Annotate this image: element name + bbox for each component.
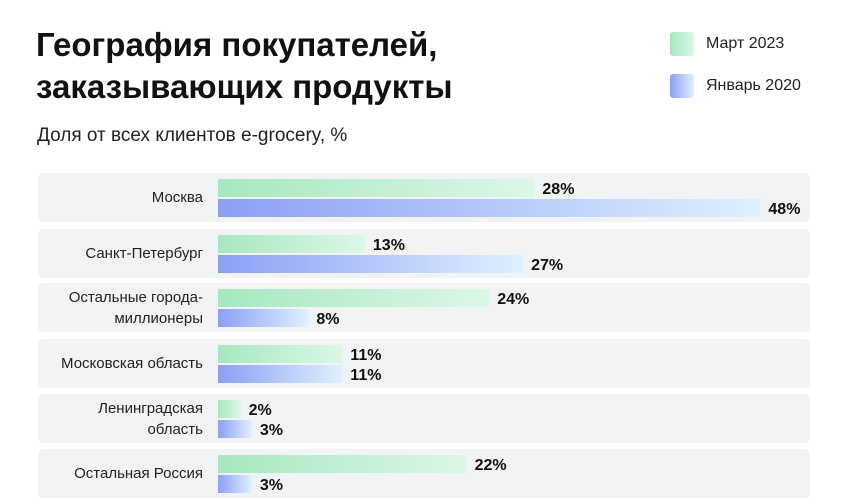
- bar: [218, 400, 241, 418]
- value-label: 48%: [768, 201, 800, 218]
- bar: [218, 235, 365, 253]
- bar: [218, 475, 252, 493]
- category-label: Москва: [151, 189, 203, 206]
- value-label: 22%: [475, 457, 507, 474]
- legend-swatch: [670, 32, 694, 56]
- value-label: 11%: [350, 367, 381, 384]
- chart-subtitle: Доля от всех клиентов e-grocery, %: [37, 125, 348, 146]
- legend-label: Март 2023: [706, 35, 785, 52]
- bar: [218, 345, 343, 363]
- bar: [218, 420, 252, 438]
- value-label: 27%: [531, 257, 563, 274]
- category-label: Санкт-Петербург: [85, 245, 203, 262]
- value-label: 24%: [497, 291, 529, 308]
- value-label: 28%: [542, 181, 574, 198]
- value-label: 13%: [373, 237, 405, 254]
- bar: [218, 289, 490, 307]
- bar: [218, 199, 761, 217]
- value-label: 2%: [249, 402, 272, 419]
- chart-title: География покупателей, заказывающих прод…: [36, 26, 453, 105]
- category-label: Ленинградская область: [98, 399, 203, 438]
- bar: [218, 179, 535, 197]
- value-label: 11%: [350, 347, 381, 364]
- value-label: 3%: [260, 477, 283, 494]
- bar: [218, 365, 343, 383]
- bar: [218, 455, 467, 473]
- value-label: 8%: [316, 311, 339, 328]
- category-label: Остальная Россия: [74, 465, 203, 482]
- legend-swatch: [670, 74, 694, 98]
- legend-label: Январь 2020: [706, 77, 801, 94]
- category-label: Московская область: [61, 355, 203, 372]
- bar: [218, 255, 524, 273]
- value-label: 3%: [260, 422, 283, 439]
- category-label: Остальные города-миллионеры: [68, 288, 203, 327]
- bar: [218, 309, 309, 327]
